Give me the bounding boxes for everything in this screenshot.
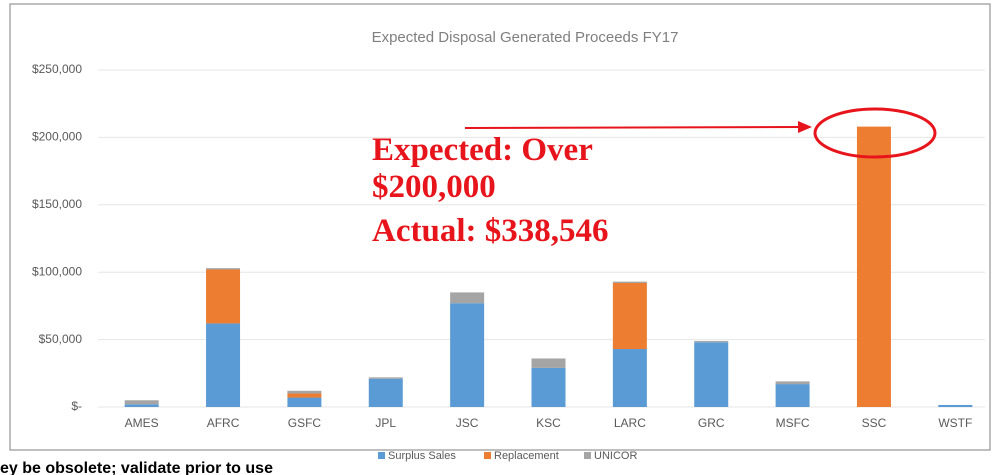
bar-segment (694, 340, 729, 343)
x-tick-label: LARC (614, 416, 646, 430)
bar-segment (124, 400, 159, 405)
annotation-text: Actual: $338,546 (372, 213, 608, 249)
bar-segment (287, 393, 322, 398)
legend-swatch (378, 452, 385, 459)
bar-segment (856, 126, 891, 407)
x-tick-label: KSC (536, 416, 561, 430)
bar-segment (206, 268, 241, 270)
bar-segment (206, 323, 241, 407)
y-tick-label: $50,000 (39, 332, 83, 346)
bar-segment (938, 404, 973, 407)
bar-segment (775, 384, 810, 407)
bar-segment (612, 282, 647, 350)
x-tick-label: SSC (862, 416, 887, 430)
annotation-text: Expected: Over (372, 132, 593, 168)
x-tick-label: AMES (125, 416, 159, 430)
annotation-arrow (464, 126, 801, 129)
bar-segment (450, 292, 485, 304)
x-tick-label: JPL (375, 416, 396, 430)
chart-title: Expected Disposal Generated Proceeds FY1… (372, 29, 679, 46)
bar-segment (368, 378, 403, 407)
x-tick-label: JSC (456, 416, 479, 430)
bar-segment (124, 404, 159, 407)
x-tick-label: MSFC (776, 416, 810, 430)
legend-swatch (584, 452, 591, 459)
legend-label: UNICOR (594, 450, 637, 462)
bar-segment (694, 342, 729, 407)
annotation-text: $200,000 (372, 169, 496, 205)
bar-segment (287, 390, 322, 394)
x-tick-label: AFRC (207, 416, 240, 430)
y-tick-label: $200,000 (32, 130, 82, 144)
arrow-head (798, 121, 812, 133)
legend-label: Surplus Sales (388, 450, 456, 462)
y-tick-label: $- (71, 399, 82, 413)
y-tick-label: $250,000 (32, 62, 82, 76)
bar-segment (612, 281, 647, 283)
bar-segment (368, 377, 403, 379)
footer-text: ey be obsolete; validate prior to use (0, 460, 273, 475)
y-tick-label: $100,000 (32, 264, 82, 278)
bar-segment (612, 349, 647, 407)
chart-frame (9, 3, 991, 451)
bar-segment (775, 381, 810, 385)
bar-segment (531, 358, 566, 368)
bar-segment (531, 367, 566, 407)
bar-segment (287, 397, 322, 407)
x-tick-label: GSFC (288, 416, 322, 430)
legend-swatch (484, 452, 491, 459)
x-tick-label: WSTF (938, 416, 972, 430)
bar-segment (206, 269, 241, 324)
y-tick-label: $150,000 (32, 197, 82, 211)
bar-segment (450, 303, 485, 407)
legend-label: Replacement (494, 450, 559, 462)
x-tick-label: GRC (698, 416, 725, 430)
annotation-circle (813, 107, 937, 159)
